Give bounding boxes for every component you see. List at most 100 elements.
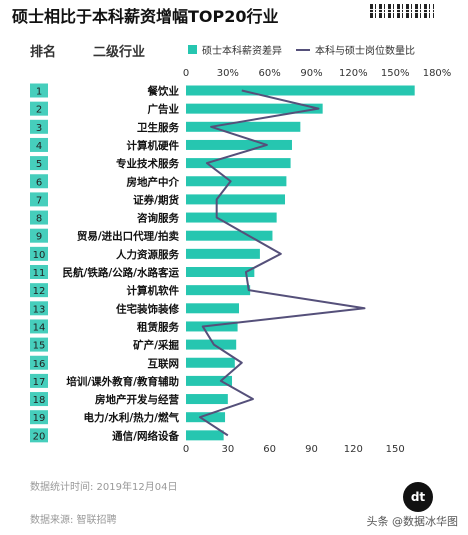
rank-label: 17 <box>33 377 46 388</box>
legend-line-swatch <box>296 48 310 51</box>
industry-label: 计算机硬件 <box>127 139 180 152</box>
legend-line-label: 本科与硕士岗位数量比 <box>315 46 415 57</box>
rank-badge <box>30 83 48 98</box>
industry-label: 房地产中介 <box>127 175 180 188</box>
rank-badge <box>30 373 48 388</box>
rank-label: 6 <box>36 177 42 188</box>
industry-label: 专业技术服务 <box>116 157 179 170</box>
rank-label: 13 <box>33 304 46 315</box>
rank-label: 18 <box>33 395 46 406</box>
rank-badge <box>30 337 48 352</box>
rank-badge <box>30 101 48 116</box>
industry-label: 餐饮业 <box>147 85 180 98</box>
industry-label: 电力/水利/热力/燃气 <box>83 411 179 424</box>
watermark: 头条 @数据冰华图 <box>366 515 459 528</box>
rank-badge <box>30 301 48 316</box>
rank-label: 10 <box>33 250 46 261</box>
rank-badge <box>30 410 48 425</box>
rank-label: 16 <box>33 359 46 370</box>
rank-label: 11 <box>33 268 46 279</box>
rank-badge <box>30 246 48 261</box>
legend: 硕士本科薪资差异 本科与硕士岗位数量比 <box>188 42 415 57</box>
rank-label: 1 <box>36 87 42 98</box>
bar <box>186 321 238 332</box>
industry-label: 广告业 <box>148 103 180 116</box>
industry-label: 住宅装饰装修 <box>116 302 179 315</box>
rank-badge <box>30 428 48 443</box>
bar <box>186 248 260 259</box>
rank-header: 排名 <box>30 45 57 60</box>
rank-badge <box>30 156 48 171</box>
rank-badge <box>30 392 48 407</box>
rank-badge <box>30 174 48 189</box>
industry-label: 人力资源服务 <box>116 248 179 261</box>
rank-label: 14 <box>33 322 46 333</box>
ratio-line <box>198 89 366 437</box>
industry-label: 咨询服务 <box>137 212 179 225</box>
rank-badge <box>30 319 48 334</box>
footer-source: 数据来源: 智联招聘 <box>30 515 117 526</box>
industry-label: 租赁服务 <box>137 320 179 333</box>
top-tick-label: 150% <box>381 68 410 79</box>
industry-label: 卫生服务 <box>137 121 179 134</box>
bar <box>186 212 277 223</box>
rank-label: 2 <box>36 105 42 116</box>
rank-badge <box>30 119 48 134</box>
rank-label: 19 <box>33 413 46 424</box>
industry-label: 民航/铁路/公路/水路客运 <box>62 266 179 279</box>
top-tick-label: 120% <box>339 68 368 79</box>
bar <box>186 139 292 150</box>
industry-label: 证券/期货 <box>133 193 179 206</box>
bar <box>186 357 235 368</box>
bottom-tick-label: 120 <box>344 444 363 455</box>
dt-logo: dt <box>403 482 433 512</box>
rank-label: 3 <box>36 123 42 134</box>
top-tick-label: 90% <box>300 68 322 79</box>
bar <box>186 85 415 96</box>
bar <box>186 230 273 241</box>
bar <box>186 158 291 169</box>
industry-label: 贸易/进出口代理/拍卖 <box>77 230 180 243</box>
legend-bar-label: 硕士本科薪资差异 <box>202 46 282 57</box>
top-tick-label: 0 <box>183 68 189 79</box>
bar <box>186 194 286 205</box>
rank-label: 20 <box>33 431 46 442</box>
rank-label: 7 <box>36 195 42 206</box>
industry-label: 房地产开发与经营 <box>95 393 179 406</box>
industry-label: 计算机软件 <box>127 284 180 297</box>
rank-label: 9 <box>36 232 42 243</box>
bar <box>186 176 287 187</box>
top-tick-label: 30% <box>217 68 239 79</box>
bar <box>186 430 224 441</box>
top-tick-label: 60% <box>259 68 281 79</box>
bar <box>186 303 239 314</box>
bar <box>186 394 228 405</box>
bar <box>186 103 323 114</box>
industry-label: 培训/课外教育/教育辅助 <box>66 375 179 388</box>
footer-date: 数据统计时间: 2019年12月04日 <box>30 482 178 493</box>
bottom-tick-label: 90 <box>305 444 318 455</box>
rank-badge <box>30 228 48 243</box>
rank-badge <box>30 137 48 152</box>
rank-label: 8 <box>36 214 42 225</box>
industry-label: 互联网 <box>148 357 180 370</box>
rank-badge <box>30 355 48 370</box>
top-tick-label: 180% <box>423 68 452 79</box>
bar <box>186 375 233 386</box>
industry-label: 通信/网络设备 <box>112 429 179 442</box>
bottom-tick-label: 60 <box>263 444 276 455</box>
bar <box>186 121 301 132</box>
industry-header: 二级行业 <box>93 45 146 60</box>
bar <box>186 339 237 350</box>
rank-badge <box>30 283 48 298</box>
rank-label: 12 <box>33 286 46 297</box>
rank-badge <box>30 192 48 207</box>
bar <box>186 412 226 423</box>
rank-label: 5 <box>36 159 42 170</box>
bar <box>186 285 251 296</box>
rank-label: 4 <box>36 141 42 152</box>
chart-title: 硕士相比于本科薪资增幅TOP20行业 <box>12 7 279 26</box>
industry-label: 矿产/采掘 <box>133 339 179 352</box>
bottom-tick-label: 30 <box>221 444 234 455</box>
